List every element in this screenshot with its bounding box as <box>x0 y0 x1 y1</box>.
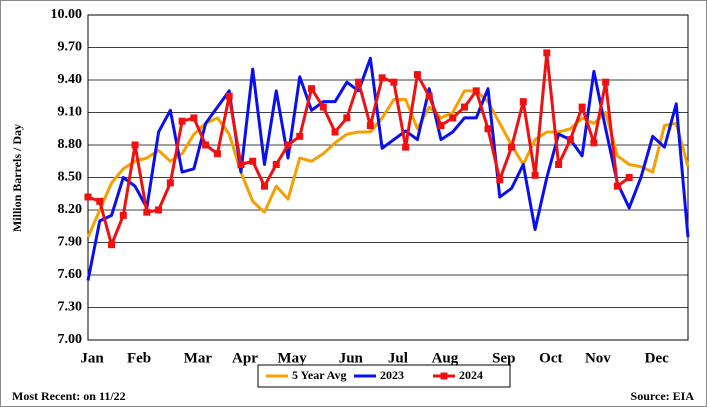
marker <box>178 117 186 125</box>
marker <box>319 103 327 111</box>
marker <box>425 92 433 100</box>
marker <box>508 143 516 151</box>
marker <box>543 49 551 57</box>
y-tick-label: 8.50 <box>58 170 83 185</box>
x-tick-label: Oct <box>539 350 562 366</box>
x-tick-label: Sep <box>492 350 515 366</box>
marker <box>602 78 610 86</box>
marker <box>260 182 268 190</box>
marker <box>366 122 374 129</box>
legend-label: 5 Year Avg <box>292 368 346 382</box>
marker <box>613 182 621 190</box>
marker <box>84 193 92 201</box>
marker <box>155 206 163 214</box>
y-tick-label: 8.80 <box>58 137 83 152</box>
marker <box>296 132 304 140</box>
marker <box>190 114 198 122</box>
marker <box>225 92 233 100</box>
y-tick-label: 7.90 <box>58 235 83 250</box>
marker <box>460 103 468 111</box>
x-tick-label: Apr <box>232 350 258 366</box>
marker <box>578 103 586 111</box>
legend-box <box>257 364 511 388</box>
x-tick-label: Feb <box>127 350 151 366</box>
marker <box>496 176 504 184</box>
marker <box>272 161 280 168</box>
marker <box>119 211 127 219</box>
marker <box>308 85 316 93</box>
marker <box>437 122 445 129</box>
x-tick-label: Nov <box>585 350 611 366</box>
x-tick-label: Jul <box>388 350 408 366</box>
y-tick-label: 10.00 <box>51 7 83 22</box>
x-tick-label: May <box>277 350 307 366</box>
marker <box>625 174 633 181</box>
series-line <box>86 56 690 281</box>
marker <box>531 171 539 179</box>
marker <box>143 208 151 216</box>
marker <box>284 141 292 149</box>
marker <box>96 197 104 205</box>
y-tick-label: 7.30 <box>58 300 83 315</box>
marker <box>249 157 257 165</box>
legend-marker <box>440 372 448 380</box>
marker <box>484 125 492 133</box>
marker <box>355 78 363 86</box>
marker <box>202 141 210 149</box>
x-tick-label: Aug <box>432 350 459 366</box>
marker <box>449 114 457 122</box>
marker <box>390 78 398 86</box>
marker <box>331 128 339 136</box>
marker <box>555 161 563 168</box>
x-tick-label: Mar <box>184 350 213 366</box>
marker <box>343 114 351 122</box>
plot-border <box>87 14 689 341</box>
marker <box>519 98 527 106</box>
y-tick-label: 7.00 <box>58 332 83 347</box>
source: Source: EIA <box>631 389 695 403</box>
legend-label: 2023 <box>380 368 404 382</box>
marker <box>131 141 139 149</box>
y-tick-label: 9.40 <box>58 72 83 87</box>
x-tick-label: Dec <box>645 350 669 366</box>
footnote: Most Recent: on 11/22 <box>12 389 126 403</box>
legend-label: 2024 <box>459 368 483 382</box>
marker <box>108 241 116 249</box>
x-tick-label: Jun <box>339 350 364 366</box>
y-axis-label: Million Barrels / Day <box>10 124 24 232</box>
y-tick-label: 9.70 <box>58 40 83 55</box>
marker <box>402 143 410 151</box>
marker <box>237 161 245 168</box>
marker <box>378 74 386 82</box>
y-tick-label: 7.60 <box>58 267 83 282</box>
y-tick-label: 9.10 <box>58 105 83 120</box>
marker <box>213 150 221 158</box>
marker <box>472 87 480 95</box>
marker <box>166 179 174 187</box>
y-tick-label: 8.20 <box>58 202 83 217</box>
marker <box>413 71 421 79</box>
marker <box>566 136 574 144</box>
x-tick-label: Jan <box>80 350 104 366</box>
marker <box>590 139 598 147</box>
